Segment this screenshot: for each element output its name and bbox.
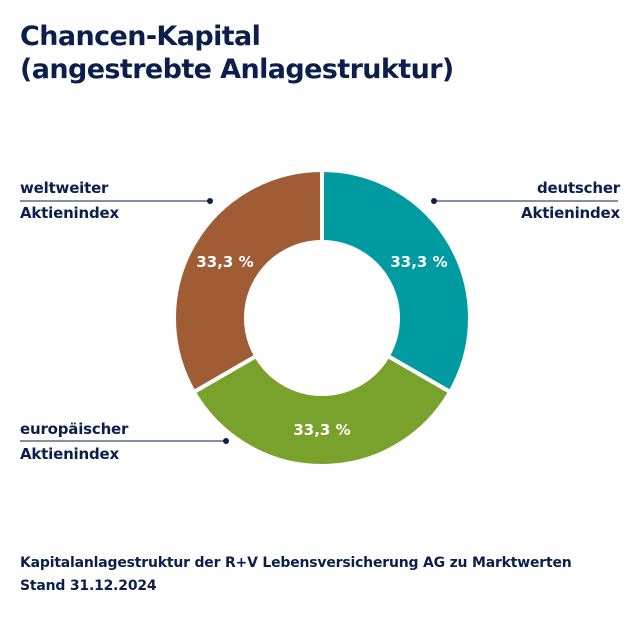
slice-value-label: 33,3 % [390,253,447,271]
callout-line: europäischer [20,420,129,438]
chart-title: Chancen-Kapital (angestrebte Anlagestruk… [20,20,454,86]
leader-dot [223,438,229,444]
leader-lines [20,198,618,444]
callout-europaeischer-aktienindex: europäischer Aktienindex [20,417,128,467]
footer-line-1: Kapitalanlagestruktur der R+V Lebensvers… [20,555,572,571]
callout-line: weltweiter [20,179,109,197]
callout-line: Aktienindex [20,445,119,463]
leader-dot [207,198,213,204]
donut-slices [172,167,472,468]
slice-deutscher-aktienindex [320,167,472,395]
slice-europaeischer-aktienindex [191,353,453,468]
footer-line-2: Stand 31.12.2024 [20,578,157,594]
footer-note: Kapitalanlagestruktur der R+V Lebensvers… [20,552,572,598]
chart-title-line-2: (angestrebte Anlagestruktur) [20,54,454,85]
callout-line: Aktienindex [20,204,119,222]
callout-line: Aktienindex [521,204,620,222]
slice-value-label: 33,3 % [293,421,350,439]
slice-value-label: 33,3 % [196,253,253,271]
slice-weltweiter-aktienindex [172,167,324,395]
callout-line: deutscher [536,179,620,197]
callout-deutscher-aktienindex: deutscher Aktienindex [521,176,620,226]
callout-weltweiter-aktienindex: weltweiter Aktienindex [20,176,119,226]
slice-labels: 33,3 % 33,3 % 33,3 % [196,253,447,439]
leader-dot [431,198,437,204]
chart-title-line-1: Chancen-Kapital [20,21,261,52]
